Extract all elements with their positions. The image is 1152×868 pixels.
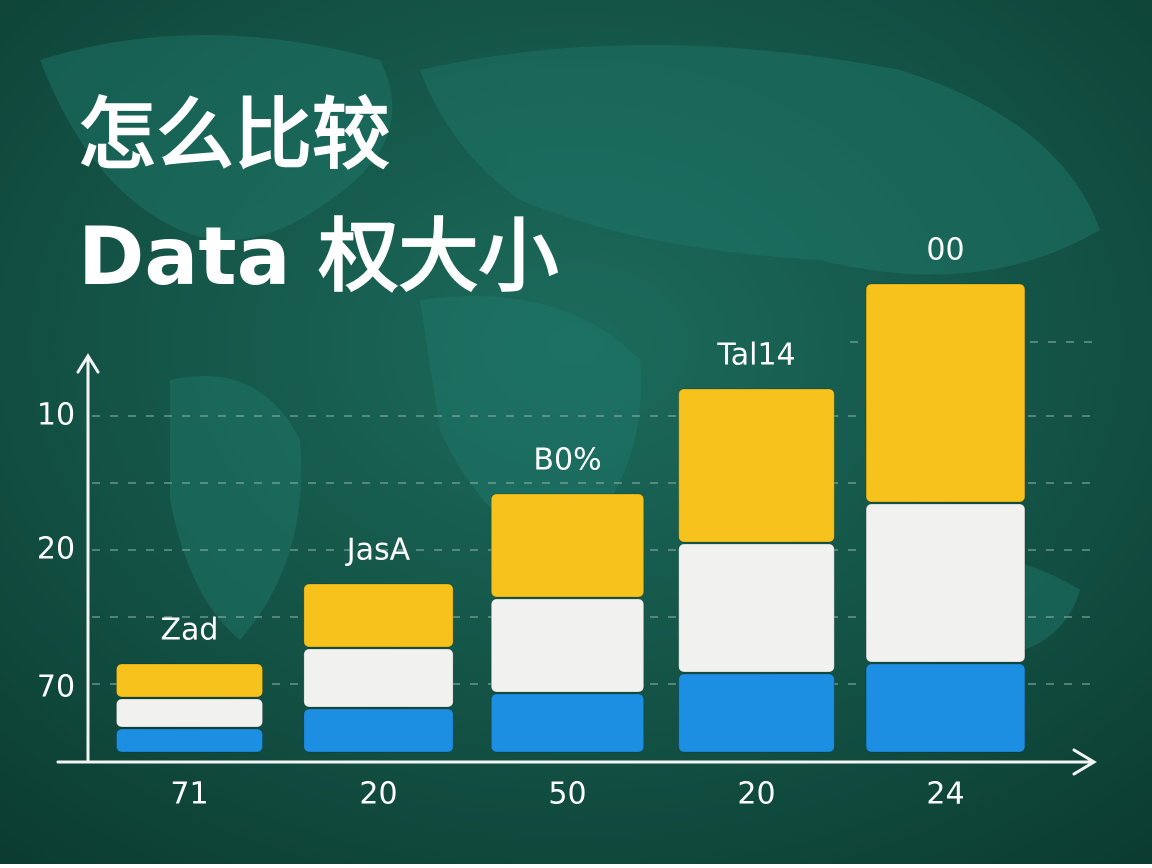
bar-segment	[115, 728, 264, 753]
bar-label: B0%	[533, 443, 601, 478]
bar-segment	[678, 388, 835, 543]
bar-segment	[865, 663, 1026, 753]
bar-segment	[303, 648, 454, 708]
bar-segment	[678, 673, 835, 753]
y-axis-label: 20	[37, 532, 75, 567]
y-axis-label: 10	[37, 398, 75, 433]
x-tick-label: 20	[737, 777, 775, 812]
bar-label: 00	[926, 233, 964, 268]
bar-segment	[490, 693, 645, 753]
x-tick-label: 24	[926, 777, 964, 812]
bar-segment	[303, 583, 454, 648]
bar-segment	[490, 598, 645, 693]
x-tick-label: 20	[359, 777, 397, 812]
bar-segment	[490, 493, 645, 598]
title: 怎么比较	[78, 90, 390, 180]
bar-segment	[678, 543, 835, 673]
bar-label: JasA	[345, 533, 411, 568]
bar-segment	[115, 698, 264, 728]
bar-segment	[303, 708, 454, 753]
bar-label: Tal14	[716, 338, 795, 373]
x-tick-label: 71	[170, 777, 208, 812]
x-tick-label: 50	[548, 777, 586, 812]
bar-segment	[115, 663, 264, 698]
world-map	[40, 35, 1100, 660]
axes	[56, 353, 1097, 776]
y-axis-label: 70	[37, 670, 75, 705]
bar-segment	[865, 503, 1026, 663]
bar-segment	[865, 283, 1026, 503]
bar-label: Zad	[161, 613, 219, 648]
title: Data 权大小	[78, 210, 558, 303]
